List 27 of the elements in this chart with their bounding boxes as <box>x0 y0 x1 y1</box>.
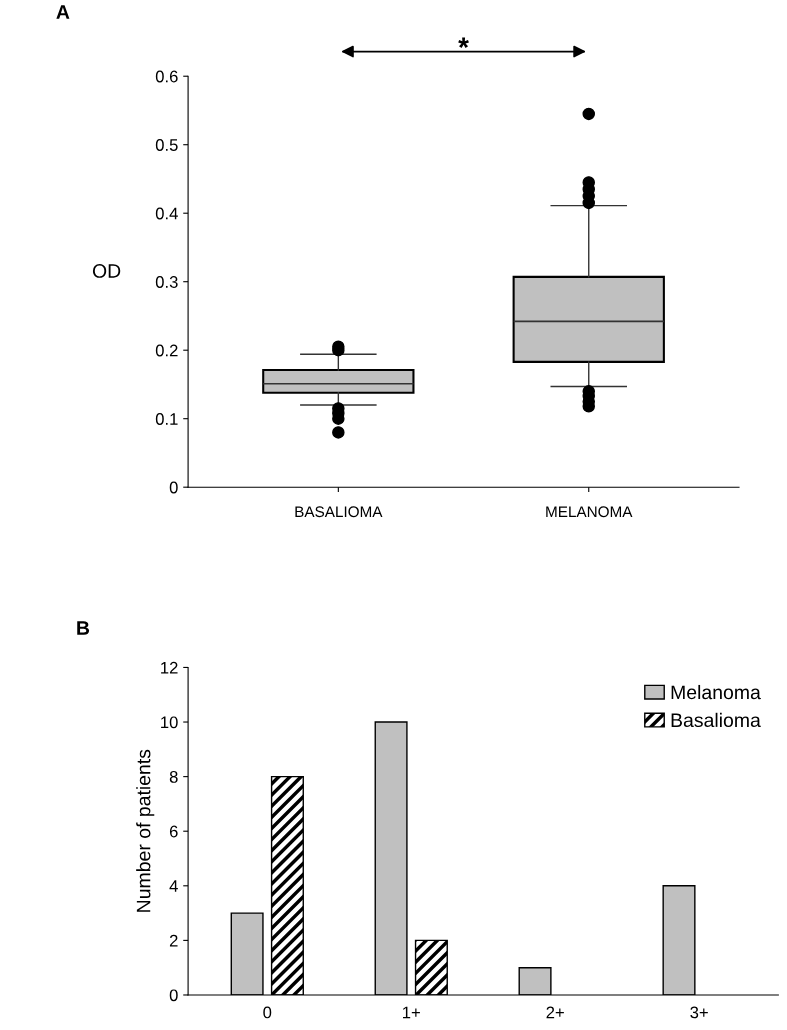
legend-label: Basalioma <box>671 712 761 728</box>
y-tick-label: 8 <box>169 771 178 783</box>
y-axis-title: OD <box>92 264 121 278</box>
y-tick-label: 10 <box>161 716 178 729</box>
x-tick-label: 1+ <box>403 1006 420 1019</box>
x-tick-label: 3+ <box>690 1006 708 1019</box>
x-tick-label: 0 <box>263 1006 272 1019</box>
y-tick-label: 12 <box>161 661 178 674</box>
y-tick-label: 4 <box>169 880 178 892</box>
text: * <box>458 37 469 48</box>
x-tick-label: 2+ <box>546 1006 564 1019</box>
y-tick-label: 0 <box>169 989 178 1002</box>
y-tick-label: 0.2 <box>155 344 178 357</box>
y-tick-label: 2 <box>169 934 178 947</box>
y-tick-label: 6 <box>169 825 178 838</box>
x-tick-label: MELANOMA <box>546 506 633 518</box>
y-tick-label: 0 <box>169 481 178 494</box>
y-tick-label: 0.6 <box>155 70 178 83</box>
y-tick-label: 0.4 <box>155 207 178 220</box>
y-tick-label: 0.5 <box>155 139 178 151</box>
text: A <box>56 5 70 19</box>
legend-label: Melanoma <box>671 684 761 700</box>
text: B <box>77 621 90 635</box>
y-tick-label: 0.3 <box>155 276 178 288</box>
x-tick-label: BASALIOMA <box>295 506 383 518</box>
y-axis-title: Number of patients <box>136 749 155 912</box>
y-tick-label: 0.1 <box>155 413 178 425</box>
